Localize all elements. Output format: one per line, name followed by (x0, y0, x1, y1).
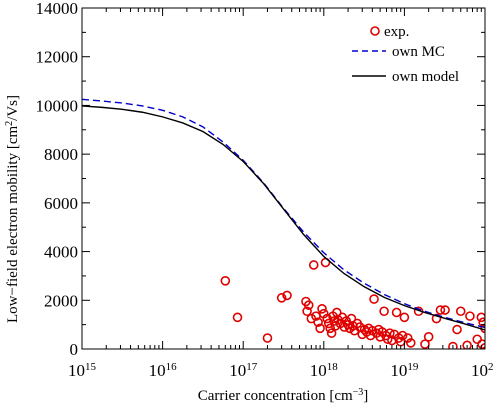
legend: exp. own MC own model (352, 24, 459, 85)
exp-point (325, 323, 335, 334)
y-tick-label: 4000 (44, 243, 78, 262)
exp-point (326, 328, 337, 338)
series-layer (82, 98, 485, 349)
exp-point (282, 290, 292, 301)
own-model-line (82, 105, 485, 331)
exp-point (382, 334, 393, 345)
exp-point (330, 321, 341, 331)
exp-point (262, 333, 273, 343)
y-axis: 0 2000 4000 6000 8000 10000 12000 14000 (36, 0, 485, 359)
y-tick-label: 10000 (36, 96, 79, 115)
y-tick-label: 6000 (44, 194, 78, 213)
x-tick-label: 1016 (149, 361, 178, 380)
y-axis-label: Low−field electron mobility [cm2/Vs] (4, 95, 22, 323)
exp-point (462, 340, 472, 349)
exp-point (317, 304, 327, 314)
y-tick-label: 8000 (44, 145, 78, 164)
x-axis-label: Carrier concentration [cm−3] (198, 387, 369, 405)
legend-label-own-mc: own MC (392, 44, 445, 60)
exp-point (455, 306, 466, 317)
y-tick-label: 2000 (44, 291, 78, 310)
exp-point (302, 306, 312, 317)
exp-point (435, 305, 446, 315)
x-tick-label: 1018 (310, 361, 339, 380)
x-tick-label: 1017 (229, 361, 258, 380)
exp-point (365, 330, 376, 341)
exp-point (315, 323, 325, 334)
exp-point (465, 311, 475, 321)
legend-item-exp: exp. (370, 24, 409, 40)
exp-point (448, 341, 458, 349)
legend-item-own-model: own model (352, 69, 459, 85)
exp-point (452, 324, 462, 335)
legend-label-own-model: own model (392, 69, 459, 85)
y-tick-label: 12000 (36, 48, 79, 67)
legend-marker-exp (370, 26, 380, 36)
own-mc-line (82, 98, 485, 329)
exp-point (472, 334, 482, 345)
legend-item-own-mc: own MC (352, 44, 445, 60)
exp-point (303, 300, 314, 310)
y-tick-label: 0 (70, 340, 79, 359)
exp-point (478, 317, 485, 328)
y-tick-label: 14000 (36, 0, 79, 18)
exp-point (423, 332, 434, 342)
exp-point (397, 330, 408, 341)
exp-point (405, 338, 416, 348)
exp-point (369, 294, 379, 304)
exp-point (232, 312, 243, 323)
x-tick-label: 1015 (68, 361, 97, 380)
exp-point (379, 306, 389, 317)
exp-point (308, 260, 319, 270)
exp-point (440, 305, 450, 315)
exp-point (477, 339, 485, 349)
legend-label-exp: exp. (384, 24, 409, 40)
exp-point (399, 312, 410, 323)
exp-point (276, 293, 287, 303)
exp-point (402, 333, 413, 343)
exp-point (420, 339, 430, 349)
exp-point (476, 312, 485, 323)
exp-point (313, 317, 323, 328)
exp-point (220, 275, 231, 286)
exp-point (391, 307, 402, 318)
x-tick-label: 1019 (390, 361, 419, 380)
